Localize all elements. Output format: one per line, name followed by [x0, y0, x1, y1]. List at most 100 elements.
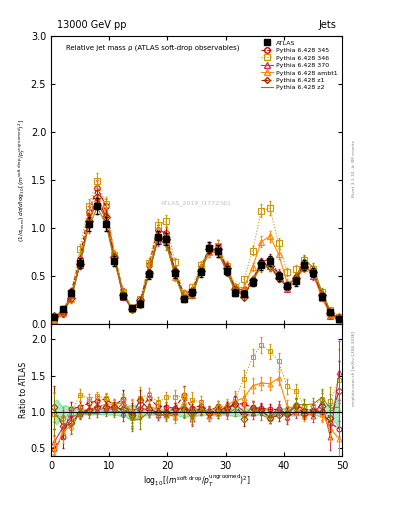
Pythia 6.428 z1: [138, 297, 143, 303]
Pythia 6.428 345: [69, 288, 73, 294]
Pythia 6.428 370: [259, 260, 264, 266]
Pythia 6.428 370: [173, 270, 177, 276]
Pythia 6.428 370: [320, 290, 324, 296]
Pythia 6.428 z2: [95, 205, 99, 211]
Pythia 6.428 z1: [250, 277, 255, 283]
Pythia 6.428 370: [207, 249, 212, 255]
Pythia 6.428 345: [147, 262, 151, 268]
Line: Pythia 6.428 z1: Pythia 6.428 z1: [51, 195, 342, 321]
Pythia 6.428 z2: [190, 292, 195, 298]
Pythia 6.428 ambt1: [337, 318, 342, 324]
Pythia 6.428 370: [337, 313, 342, 319]
Pythia 6.428 370: [328, 313, 333, 319]
Line: Pythia 6.428 ambt1: Pythia 6.428 ambt1: [51, 195, 342, 324]
Pythia 6.428 345: [242, 287, 246, 293]
Pythia 6.428 346: [328, 307, 333, 313]
Pythia 6.428 z1: [285, 284, 290, 290]
Pythia 6.428 345: [155, 227, 160, 233]
Pythia 6.428 ambt1: [121, 289, 125, 295]
Pythia 6.428 346: [285, 269, 290, 275]
Pythia 6.428 370: [129, 305, 134, 311]
Pythia 6.428 346: [95, 178, 99, 184]
Pythia 6.428 370: [311, 273, 316, 279]
Pythia 6.428 z1: [147, 269, 151, 275]
Pythia 6.428 z1: [294, 274, 298, 281]
Pythia 6.428 370: [224, 266, 229, 272]
Pythia 6.428 z2: [311, 264, 316, 270]
Pythia 6.428 z1: [173, 268, 177, 274]
Pythia 6.428 346: [155, 222, 160, 228]
Pythia 6.428 z1: [328, 310, 333, 316]
Text: Relative jet mass ρ (ATLAS soft-drop observables): Relative jet mass ρ (ATLAS soft-drop obs…: [66, 45, 240, 51]
Pythia 6.428 370: [285, 286, 290, 292]
Pythia 6.428 370: [268, 263, 272, 269]
Pythia 6.428 z1: [276, 275, 281, 282]
Pythia 6.428 345: [302, 260, 307, 266]
Pythia 6.428 345: [51, 318, 56, 324]
Y-axis label: $(1/\sigma_\mathrm{resm})$ $d\sigma/d\log_{10}[(m^\mathrm{soft\ drop}/p_T^\mathr: $(1/\sigma_\mathrm{resm})$ $d\sigma/d\lo…: [17, 119, 28, 242]
Pythia 6.428 ambt1: [328, 311, 333, 317]
Pythia 6.428 370: [147, 270, 151, 276]
Pythia 6.428 346: [302, 257, 307, 263]
Pythia 6.428 z2: [164, 242, 169, 248]
Pythia 6.428 345: [294, 274, 298, 280]
Pythia 6.428 ambt1: [242, 285, 246, 291]
Pythia 6.428 345: [190, 288, 195, 294]
Pythia 6.428 346: [181, 291, 186, 297]
Pythia 6.428 z1: [302, 264, 307, 270]
Pythia 6.428 346: [337, 314, 342, 320]
Pythia 6.428 z1: [207, 246, 212, 252]
Pythia 6.428 ambt1: [190, 291, 195, 297]
Pythia 6.428 346: [320, 289, 324, 295]
Pythia 6.428 346: [121, 289, 125, 295]
Pythia 6.428 z2: [207, 245, 212, 251]
Pythia 6.428 345: [259, 259, 264, 265]
Pythia 6.428 z2: [224, 269, 229, 275]
Pythia 6.428 345: [311, 268, 316, 274]
Line: Pythia 6.428 z2: Pythia 6.428 z2: [54, 208, 339, 319]
Pythia 6.428 z1: [216, 246, 220, 252]
Pythia 6.428 ambt1: [112, 251, 117, 258]
Pythia 6.428 345: [268, 255, 272, 262]
Pythia 6.428 z1: [69, 294, 73, 301]
Pythia 6.428 370: [69, 292, 73, 298]
Pythia 6.428 370: [77, 262, 82, 268]
Pythia 6.428 370: [86, 219, 91, 225]
Line: Pythia 6.428 370: Pythia 6.428 370: [51, 199, 342, 323]
Pythia 6.428 370: [198, 267, 203, 273]
Pythia 6.428 ambt1: [207, 249, 212, 255]
Pythia 6.428 z2: [216, 249, 220, 255]
Pythia 6.428 345: [276, 271, 281, 278]
Pythia 6.428 z1: [268, 263, 272, 269]
Pythia 6.428 345: [121, 288, 125, 294]
Pythia 6.428 z2: [51, 314, 56, 320]
Pythia 6.428 z2: [147, 271, 151, 277]
Pythia 6.428 z1: [155, 235, 160, 241]
Pythia 6.428 345: [77, 255, 82, 262]
Pythia 6.428 ambt1: [86, 219, 91, 225]
Pythia 6.428 z1: [103, 214, 108, 220]
Pythia 6.428 346: [51, 314, 56, 321]
Pythia 6.428 z2: [60, 308, 65, 314]
Pythia 6.428 345: [224, 265, 229, 271]
Pythia 6.428 346: [250, 247, 255, 253]
Pythia 6.428 z2: [233, 288, 238, 294]
Pythia 6.428 ambt1: [268, 233, 272, 240]
Pythia 6.428 z1: [60, 309, 65, 315]
Pythia 6.428 z2: [276, 272, 281, 279]
Pythia 6.428 z2: [86, 224, 91, 230]
Pythia 6.428 z2: [268, 264, 272, 270]
Pythia 6.428 ambt1: [155, 232, 160, 238]
Pythia 6.428 346: [77, 246, 82, 252]
Pythia 6.428 345: [328, 311, 333, 317]
Pythia 6.428 370: [302, 261, 307, 267]
Pythia 6.428 z2: [181, 295, 186, 302]
Pythia 6.428 345: [129, 306, 134, 312]
Legend: ATLAS, Pythia 6.428 345, Pythia 6.428 346, Pythia 6.428 370, Pythia 6.428 ambt1,: ATLAS, Pythia 6.428 345, Pythia 6.428 34…: [259, 38, 340, 93]
Pythia 6.428 ambt1: [250, 264, 255, 270]
Text: 13000 GeV pp: 13000 GeV pp: [57, 20, 127, 30]
Pythia 6.428 346: [147, 260, 151, 266]
Pythia 6.428 346: [173, 259, 177, 265]
Text: ATLAS_2019_I1772361: ATLAS_2019_I1772361: [161, 200, 232, 206]
Pythia 6.428 370: [155, 238, 160, 244]
